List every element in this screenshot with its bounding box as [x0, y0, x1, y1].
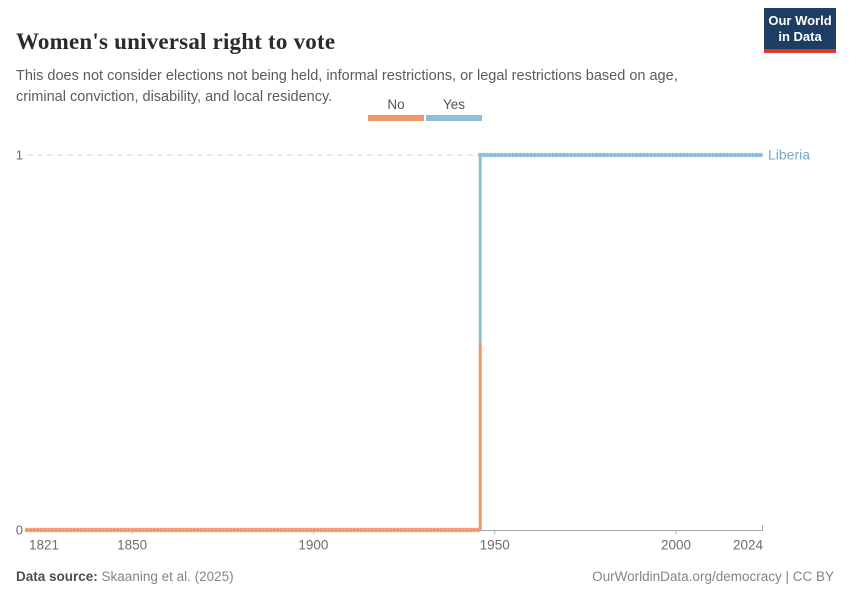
legend-swatch-no: [368, 115, 424, 121]
owid-logo-line1: Our World: [768, 13, 832, 28]
owid-logo-line2: in Data: [778, 29, 822, 44]
legend-label-no: No: [387, 97, 405, 112]
x-tick-label-2000: 2000: [661, 538, 691, 553]
data-source-value: Skaaning et al. (2025): [101, 569, 234, 584]
legend-item-yes[interactable]: Yes: [426, 97, 482, 121]
x-tick-label-2024: 2024: [733, 538, 764, 553]
data-source-label: Data source:: [16, 569, 98, 584]
x-tick-label-1900: 1900: [298, 538, 328, 553]
x-tick-label-1950: 1950: [480, 538, 510, 553]
x-tick-label-1821: 1821: [29, 538, 59, 553]
y-tick-label-0: 0: [16, 523, 23, 538]
legend-swatch-yes: [426, 115, 482, 121]
chart-subtitle: This does not consider elections not bei…: [16, 67, 678, 105]
x-tick-label-1850: 1850: [117, 538, 147, 553]
entity-label-liberia[interactable]: Liberia: [768, 147, 810, 163]
owid-logo[interactable]: Our World in Data: [764, 8, 836, 53]
legend-label-yes: Yes: [442, 97, 466, 112]
legend-item-no[interactable]: No: [368, 97, 424, 121]
data-source[interactable]: Data source: Skaaning et al. (2025): [16, 569, 234, 584]
page-title: Women's universal right to vote: [16, 29, 336, 55]
chart-footer: Data source: Skaaning et al. (2025) OurW…: [0, 569, 850, 584]
legend: No Yes: [368, 97, 482, 121]
y-tick-label-1: 1: [16, 148, 23, 163]
footer-attribution[interactable]: OurWorldinData.org/democracy | CC BY: [592, 569, 834, 584]
